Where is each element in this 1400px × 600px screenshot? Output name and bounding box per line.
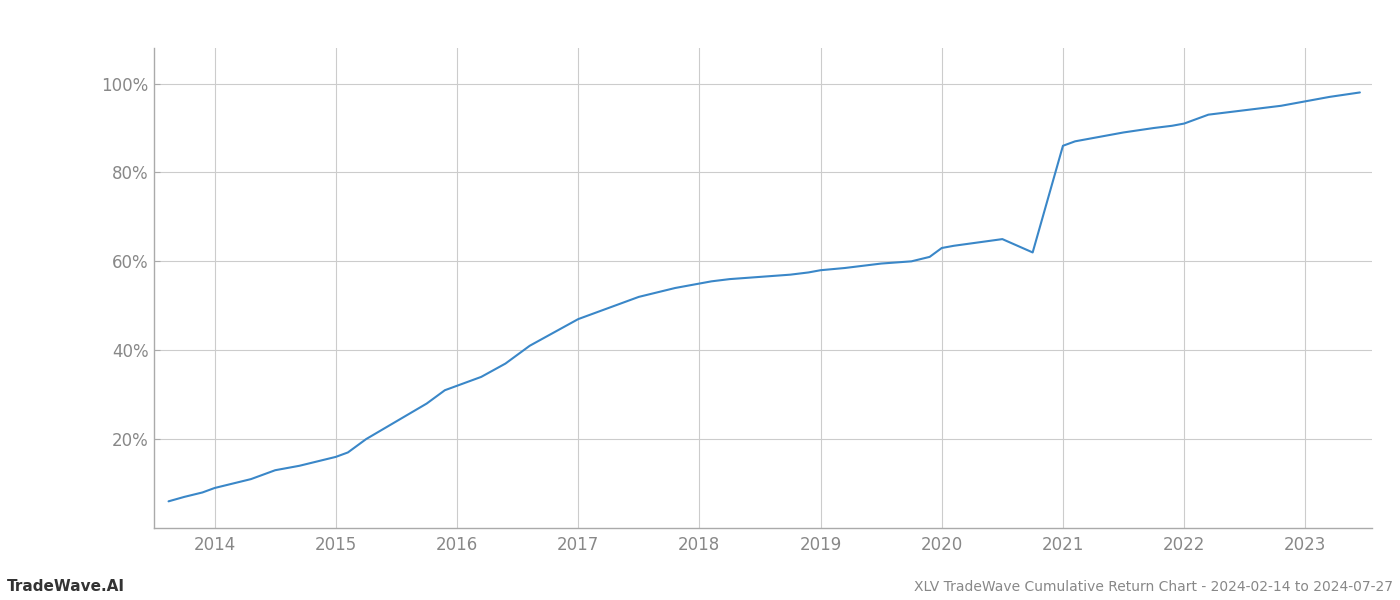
Text: XLV TradeWave Cumulative Return Chart - 2024-02-14 to 2024-07-27: XLV TradeWave Cumulative Return Chart - … xyxy=(914,580,1393,594)
Text: TradeWave.AI: TradeWave.AI xyxy=(7,579,125,594)
